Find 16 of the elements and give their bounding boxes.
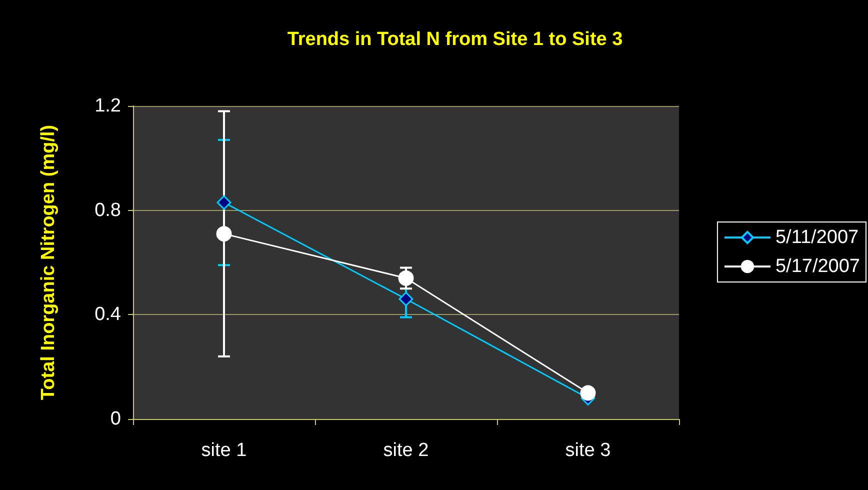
x-tick-label: site 1 bbox=[201, 440, 247, 461]
y-tick-label: 1.2 bbox=[94, 96, 121, 116]
y-axis-title: Total Inorganic Nitrogen (mg/l) bbox=[38, 124, 59, 400]
legend-label: 5/17/2007 bbox=[775, 256, 860, 277]
x-tick-label: site 2 bbox=[383, 440, 429, 461]
y-tick-label: 0.4 bbox=[94, 304, 122, 326]
x-tick-label: site 3 bbox=[565, 440, 611, 461]
legend-label: 5/11/2007 bbox=[775, 227, 859, 248]
y-tick-label: 0 bbox=[110, 408, 121, 430]
y-tick-label: 0.8 bbox=[94, 200, 121, 221]
point bbox=[580, 385, 596, 401]
chart-title: Trends in Total N from Site 1 to Site 3 bbox=[287, 29, 623, 50]
point bbox=[398, 270, 414, 286]
point bbox=[216, 226, 232, 242]
point bbox=[398, 292, 414, 306]
point bbox=[216, 195, 232, 210]
